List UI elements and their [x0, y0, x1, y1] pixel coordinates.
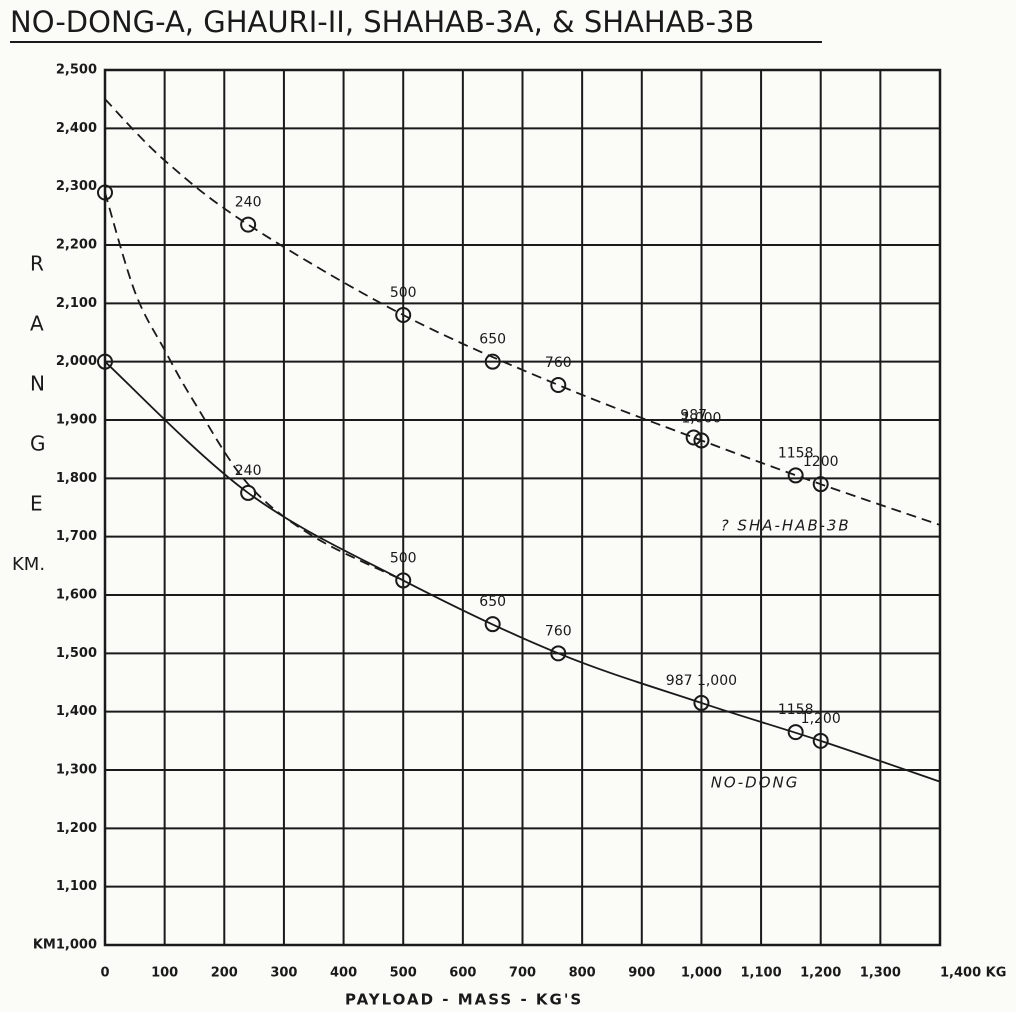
y-tick-label: 2,200 — [56, 238, 97, 253]
y-tick-label: KM1,000 — [33, 938, 97, 953]
point-label: 760 — [545, 355, 572, 371]
y-tick-label: 2,500 — [56, 63, 97, 78]
x-tick-label: 600 — [449, 966, 476, 981]
x-tick-label: 100 — [151, 966, 178, 981]
point-label: 650 — [479, 332, 506, 348]
x-tick-label: 400 — [330, 966, 357, 981]
point-label: 500 — [390, 550, 417, 566]
data-point — [787, 467, 804, 484]
data-point — [812, 732, 829, 749]
point-label: 650 — [479, 594, 506, 610]
x-axis-label: PAYLOAD - MASS - KG'S — [345, 991, 583, 1009]
trend-curve — [104, 192, 404, 582]
point-label: 987 1,000 — [666, 673, 737, 689]
x-tick-label: 1,100 — [741, 966, 782, 981]
point-label: 1158 — [778, 445, 814, 461]
y-axis-unit: KM. — [12, 554, 45, 575]
y-tick-label: 1,700 — [56, 529, 97, 544]
data-point — [484, 353, 501, 370]
series-label: ? SHA-HAB-3B — [721, 517, 851, 535]
x-tick-label: 1,300 — [860, 966, 901, 981]
x-tick-label: 0 — [100, 966, 109, 981]
y-tick-label: 1,100 — [56, 879, 97, 894]
data-point — [787, 724, 804, 741]
y-tick-label: 1,600 — [56, 588, 97, 603]
data-point — [550, 645, 567, 662]
point-label: 1158 — [778, 702, 814, 718]
x-tick-label: 300 — [270, 966, 297, 981]
point-label: 760 — [545, 623, 572, 639]
y-tick-label: 2,400 — [56, 121, 97, 136]
y-axis-label: G — [30, 432, 46, 456]
x-tick-label: 1,200 — [800, 966, 841, 981]
x-tick-label: 1,400 KG — [940, 966, 1006, 981]
series-label: NO-DONG — [711, 773, 800, 791]
point-label: 1,000 — [681, 410, 721, 426]
plot-frame — [103, 68, 942, 947]
y-tick-label: 1,300 — [56, 763, 97, 778]
data-point — [550, 377, 567, 393]
data-point — [97, 353, 113, 370]
y-tick-label: 2,000 — [56, 354, 97, 369]
data-point — [97, 184, 113, 201]
y-tick-label: 2,300 — [56, 179, 97, 194]
y-axis-label: A — [30, 312, 44, 336]
data-point — [240, 484, 257, 501]
y-axis-label: R — [30, 252, 44, 276]
data-point — [484, 616, 501, 633]
data-point — [812, 476, 829, 493]
point-label: 987 — [680, 408, 707, 424]
point-label: 1200 — [803, 454, 839, 470]
point-label: 1,200 — [801, 711, 841, 727]
data-point — [395, 307, 412, 323]
x-tick-label: 700 — [509, 966, 536, 981]
y-tick-label: 1,200 — [56, 821, 97, 836]
trend-curve — [104, 98, 941, 526]
data-point — [693, 432, 710, 449]
data-point — [395, 572, 412, 589]
point-label: 240 — [235, 463, 262, 479]
data-point — [693, 694, 710, 711]
x-tick-label: 500 — [390, 966, 417, 981]
trend-curve — [104, 361, 941, 783]
x-tick-label: 800 — [569, 966, 596, 981]
y-tick-label: 1,400 — [56, 704, 97, 719]
data-point — [685, 429, 702, 446]
point-label: 240 — [235, 195, 262, 211]
y-tick-label: 1,800 — [56, 471, 97, 486]
data-point — [240, 216, 257, 233]
x-tick-label: 900 — [628, 966, 655, 981]
x-tick-label: 200 — [211, 966, 238, 981]
y-tick-label: 1,900 — [56, 413, 97, 428]
y-tick-label: 1,500 — [56, 646, 97, 661]
y-axis-label: E — [30, 492, 43, 516]
x-tick-label: 1,000 — [681, 966, 722, 981]
chart-title: NO-DONG-A, GHAURI-II, SHAHAB-3A, & SHAHA… — [10, 5, 754, 39]
y-tick-label: 2,100 — [56, 296, 97, 311]
point-label: 500 — [390, 285, 417, 301]
y-axis-label: N — [30, 372, 45, 396]
